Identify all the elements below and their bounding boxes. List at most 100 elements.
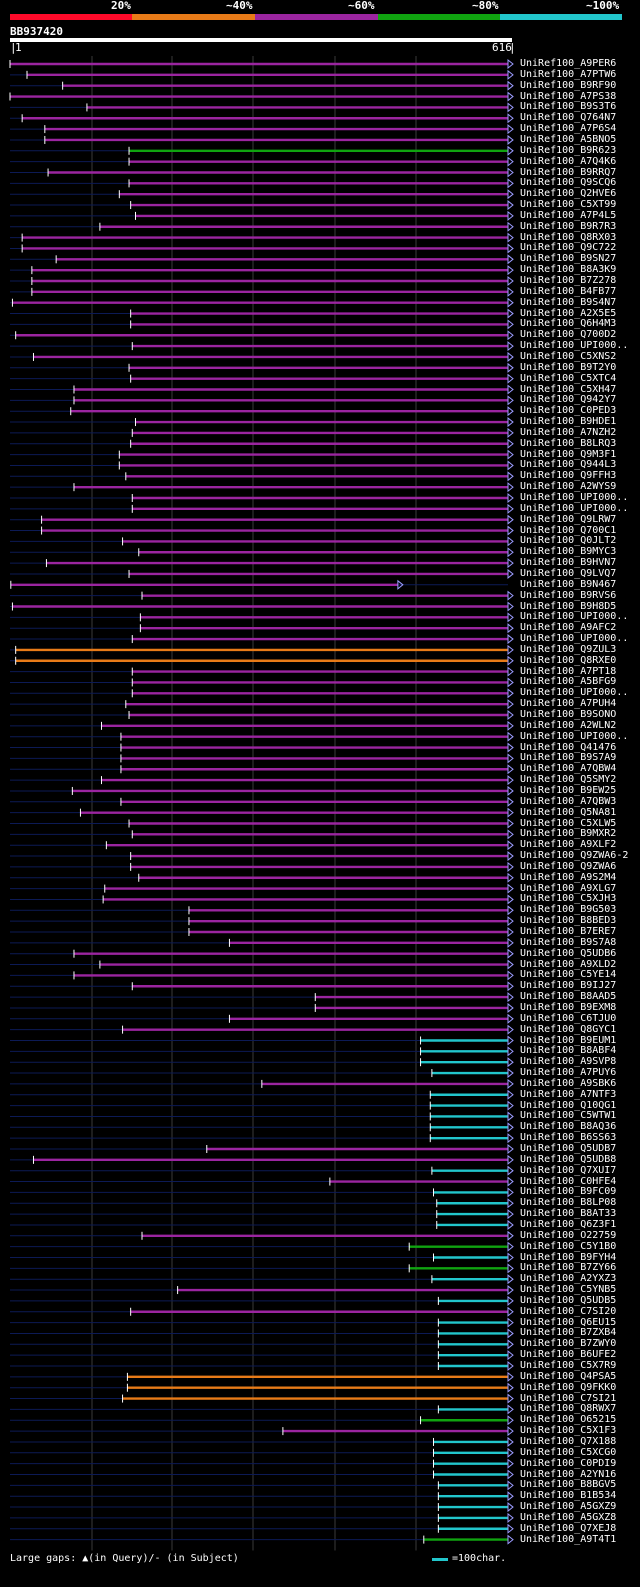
hit-row[interactable]: [10, 471, 514, 482]
hit-label[interactable]: UniRef100_A7Q4K6: [520, 155, 617, 167]
hit-label[interactable]: UniRef100_B7ZWY0: [520, 1338, 617, 1350]
hit-label[interactable]: UniRef100_B7ZXB4: [520, 1327, 617, 1339]
hit-label[interactable]: UniRef100_C0HFE4: [520, 1175, 617, 1187]
hit-row[interactable]: [10, 753, 514, 764]
hit-row[interactable]: [10, 297, 514, 308]
hit-label[interactable]: UniRef100_Q9FKK0: [520, 1381, 617, 1393]
hit-row[interactable]: [10, 1252, 514, 1263]
hit-label[interactable]: UniRef100_A9SBK6: [520, 1077, 617, 1089]
hit-row[interactable]: [10, 764, 514, 775]
hit-row[interactable]: [10, 612, 514, 623]
hit-row[interactable]: [10, 590, 514, 601]
hit-label[interactable]: UniRef100_B8A3K9: [520, 264, 617, 276]
hit-label[interactable]: UniRef100_UPI000..: [520, 611, 629, 623]
hit-row[interactable]: [10, 796, 514, 807]
hit-label[interactable]: UniRef100_A5GXZ9: [520, 1501, 617, 1513]
hit-label[interactable]: UniRef100_B9S4N7: [520, 296, 617, 308]
hit-label[interactable]: UniRef100_C6TJU0: [520, 1012, 617, 1024]
hit-row[interactable]: [10, 894, 514, 905]
hit-row[interactable]: [10, 232, 514, 243]
hit-row[interactable]: [10, 1469, 514, 1480]
hit-label[interactable]: UniRef100_O65215: [520, 1414, 617, 1426]
hit-label[interactable]: UniRef100_UPI000..: [520, 502, 629, 514]
hit-row[interactable]: [10, 785, 514, 796]
hit-row[interactable]: [10, 1328, 514, 1339]
hit-label[interactable]: UniRef100_UPI000..: [520, 340, 629, 352]
hit-row[interactable]: [10, 178, 514, 189]
hit-label[interactable]: UniRef100_A9S2M4: [520, 871, 617, 883]
hit-label[interactable]: UniRef100_Q8RX03: [520, 231, 617, 243]
hit-row[interactable]: [10, 851, 514, 862]
hit-row[interactable]: [10, 460, 514, 471]
hit-label[interactable]: UniRef100_Q8RWX7: [520, 1403, 617, 1415]
hit-label[interactable]: UniRef100_A9T4T1: [520, 1533, 617, 1545]
hit-row[interactable]: [10, 1339, 514, 1350]
hit-row[interactable]: [10, 384, 514, 395]
hit-row[interactable]: [10, 286, 514, 297]
hit-row[interactable]: [10, 861, 514, 872]
hit-row[interactable]: [10, 1219, 514, 1230]
hit-label[interactable]: UniRef100_B9R7R3: [520, 220, 617, 232]
hit-row[interactable]: [10, 883, 514, 894]
hit-label[interactable]: UniRef100_Q9LVQ7: [520, 567, 617, 579]
hit-label[interactable]: UniRef100_B8BED3: [520, 915, 617, 927]
hit-row[interactable]: [10, 308, 514, 319]
hit-row[interactable]: [10, 1057, 514, 1068]
hit-row[interactable]: [10, 492, 514, 504]
hit-row[interactable]: [10, 362, 514, 373]
hit-label[interactable]: UniRef100_B9EW25: [520, 784, 617, 796]
hit-label[interactable]: UniRef100_B9RVS6: [520, 589, 617, 601]
hit-row[interactable]: [10, 1295, 514, 1306]
hit-label[interactable]: UniRef100_B8BGV5: [520, 1479, 617, 1491]
hit-label[interactable]: UniRef100_Q5UDB5: [520, 1294, 617, 1306]
hit-label[interactable]: UniRef100_B9H8D5: [520, 600, 617, 612]
hit-row[interactable]: [10, 145, 514, 156]
hit-row[interactable]: [10, 1404, 514, 1415]
hit-row[interactable]: [10, 644, 514, 655]
hit-label[interactable]: UniRef100_A7NTF3: [520, 1088, 617, 1100]
hit-label[interactable]: UniRef100_A2WLN2: [520, 719, 617, 731]
hit-label[interactable]: UniRef100_C5XJH3: [520, 893, 617, 905]
hit-row[interactable]: [10, 525, 514, 536]
hit-row[interactable]: [10, 601, 514, 612]
hit-row[interactable]: [10, 1263, 514, 1274]
hit-row[interactable]: [10, 720, 514, 731]
hit-row[interactable]: [10, 113, 514, 124]
hit-row[interactable]: [10, 395, 514, 406]
hit-row[interactable]: [10, 1078, 514, 1089]
hit-row[interactable]: [10, 1534, 514, 1545]
hit-label[interactable]: UniRef100_C5WTW1: [520, 1110, 617, 1122]
hit-row[interactable]: [10, 1024, 514, 1035]
hit-row[interactable]: [10, 1198, 514, 1209]
hit-label[interactable]: UniRef100_O22759: [520, 1229, 617, 1241]
hit-label[interactable]: UniRef100_Q700C1: [520, 524, 617, 536]
hit-label[interactable]: UniRef100_B9SN27: [520, 253, 617, 265]
hit-row[interactable]: [10, 905, 514, 916]
hit-label[interactable]: UniRef100_Q5UDB7: [520, 1143, 617, 1154]
hit-label[interactable]: UniRef100_Q8RXE0: [520, 654, 617, 666]
hit-row[interactable]: [10, 1415, 514, 1426]
hit-label[interactable]: UniRef100_B9G503: [520, 904, 617, 916]
hit-row[interactable]: [10, 134, 514, 145]
hit-label[interactable]: UniRef100_B9R623: [520, 144, 617, 156]
hit-row[interactable]: [10, 373, 514, 384]
hit-label[interactable]: UniRef100_B8AT33: [520, 1208, 617, 1220]
hit-label[interactable]: UniRef100_A7P6S4: [520, 123, 617, 135]
hit-row[interactable]: [10, 243, 514, 254]
hit-row[interactable]: [10, 1089, 514, 1100]
hit-row[interactable]: [10, 666, 514, 677]
hit-row[interactable]: [10, 731, 514, 742]
hit-label[interactable]: UniRef100_A9AFC2: [520, 622, 617, 634]
hit-row[interactable]: [10, 992, 514, 1003]
hit-label[interactable]: UniRef100_C5Y1B0: [520, 1240, 617, 1252]
hit-label[interactable]: UniRef100_B9HVN7: [520, 557, 617, 569]
hit-row[interactable]: [10, 156, 514, 167]
hit-label[interactable]: UniRef100_B8AQ36: [520, 1121, 617, 1133]
hit-row[interactable]: [10, 275, 514, 287]
hit-row[interactable]: [10, 1176, 514, 1187]
hit-row[interactable]: [10, 558, 514, 569]
hit-label[interactable]: UniRef100_B9RF90: [520, 79, 617, 91]
hit-row[interactable]: [10, 417, 514, 428]
hit-label[interactable]: UniRef100_B8ABF4: [520, 1045, 617, 1057]
hit-row[interactable]: [10, 1512, 514, 1523]
